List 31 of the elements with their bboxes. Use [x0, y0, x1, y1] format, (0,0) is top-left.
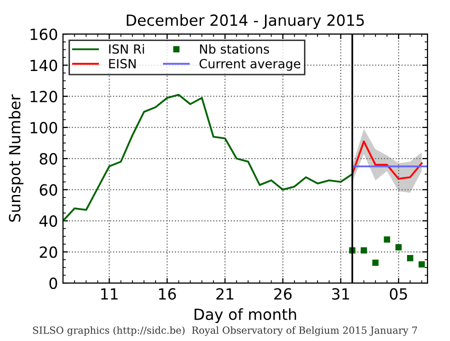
x-tick-label: 31	[332, 288, 350, 300]
line-series	[63, 94, 354, 222]
legend-label: ISN Ri	[109, 44, 144, 54]
text: SILSO graphics (http://sidc.be) Royal Observatory of Belgium 2015 January 7	[33, 326, 418, 336]
x-tick-label: 26	[274, 288, 292, 300]
line-series	[351, 140, 423, 180]
x-tick-label: 11	[101, 288, 118, 300]
x-tick-label: 21	[216, 288, 234, 300]
y-tick-label: 160	[30, 28, 58, 40]
y-tick-label: 20	[40, 246, 58, 258]
point	[395, 244, 402, 250]
legend-label: Nb stations	[200, 44, 270, 54]
point	[407, 255, 414, 262]
y-tick-label: 60	[40, 184, 58, 196]
x-tick-label: 16	[159, 288, 176, 300]
legend-label: Current average	[200, 58, 300, 71]
legend-label: EISN	[109, 58, 136, 68]
y-tick-label: 80	[40, 153, 58, 165]
point	[360, 247, 367, 254]
point	[384, 236, 390, 243]
point	[418, 261, 425, 268]
y-tick-label: 140	[30, 60, 58, 72]
y-axis-title: Sunspot Number	[8, 94, 24, 222]
chart-title: December 2014 - January 2015	[126, 14, 364, 29]
y-tick-label: 0	[49, 277, 58, 290]
x-axis-title: Day of month	[194, 308, 296, 324]
point	[372, 260, 379, 266]
y-tick-label: 120	[30, 90, 58, 102]
y-tick-label: 40	[39, 215, 58, 227]
y-tick-label: 100	[30, 122, 58, 134]
x-tick-label: 05	[390, 288, 407, 300]
